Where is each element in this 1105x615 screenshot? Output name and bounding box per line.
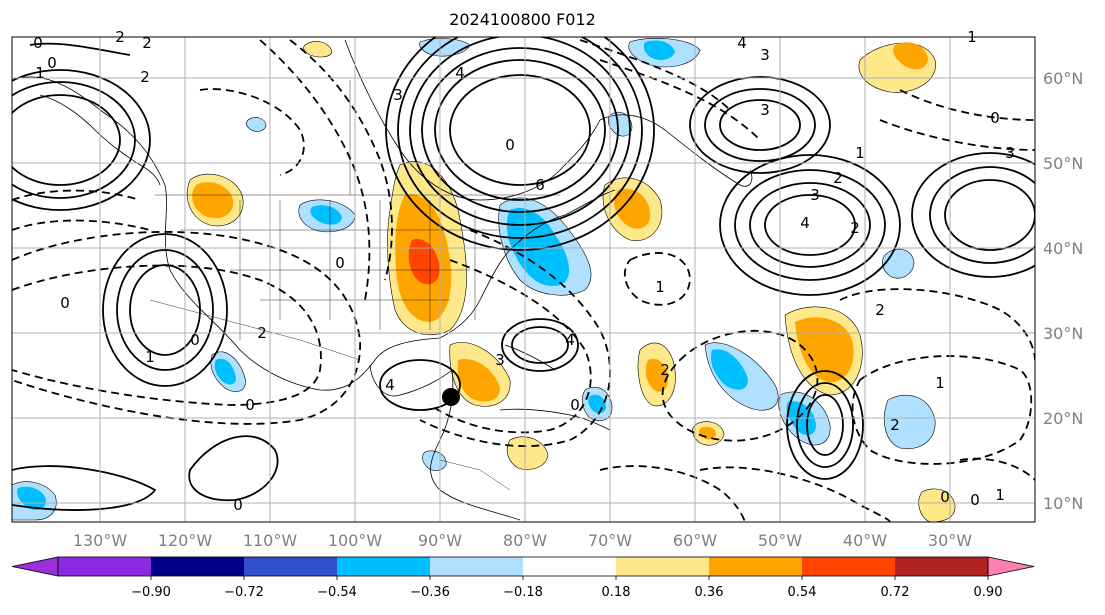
contour-value-label: 2: [833, 169, 843, 187]
colorbar-bin: [709, 557, 802, 576]
colorbar-bin: [523, 557, 616, 576]
contour-value-label: 3: [495, 351, 505, 369]
lon-tick-label: 110°W: [243, 531, 298, 550]
contour-value-label: 0: [60, 294, 70, 312]
contour-value-label: 0: [47, 54, 57, 72]
contour-value-label: 0: [940, 488, 950, 506]
colorbar-tick-label: 0.90: [974, 585, 1003, 600]
lon-tick-label: 90°W: [418, 531, 462, 550]
contour-value-label: 0: [990, 109, 1000, 127]
colorbar-tick-label: 0.72: [881, 585, 910, 600]
contour-value-label: 2: [850, 219, 860, 237]
contour-value-label: 3: [760, 46, 770, 64]
chart-title: 2024100800 F012: [449, 10, 596, 29]
colorbar-bin: [802, 557, 895, 576]
lon-tick-label: 100°W: [328, 531, 383, 550]
contour-value-label: 1: [655, 278, 665, 296]
contour-value-label: 0: [970, 491, 980, 509]
contour-value-label: 3: [1005, 144, 1015, 162]
contour-value-label: 4: [737, 34, 747, 52]
lat-tick-label: 10°N: [1043, 494, 1083, 513]
lon-tick-label: 120°W: [158, 531, 213, 550]
storm-center-dot: [442, 388, 460, 406]
map-grid: [12, 37, 1035, 522]
colorbar-bin: [895, 557, 988, 576]
lon-tick-label: 70°W: [588, 531, 632, 550]
lon-tick-label: 130°W: [73, 531, 128, 550]
contour-value-label: 0: [233, 496, 243, 514]
positive-contours: [12, 37, 1035, 511]
longitude-axis: 130°W 120°W 110°W 100°W 90°W 80°W 70°W 60°W 50°W…: [73, 531, 972, 550]
colorbar-tick-label: 0.36: [695, 585, 724, 600]
lon-tick-label: 30°W: [928, 531, 972, 550]
contour-value-label: 2: [257, 324, 267, 342]
lat-tick-label: 30°N: [1043, 324, 1083, 343]
colorbar: −0.90 −0.72 −0.54 −0.36 −0.18 0.18 0.36 0.54 0.7…: [11, 556, 1035, 600]
colorbar-bin: [151, 557, 244, 576]
contour-value-label: 2: [890, 416, 900, 434]
contour-value-label: 4: [385, 376, 395, 394]
colorbar-tick-label: −0.90: [131, 585, 171, 600]
colorbar-bin: [244, 557, 337, 576]
contour-value-label: 4: [800, 214, 810, 232]
contour-value-label: 0: [190, 331, 200, 349]
colorbar-tick-label: 0.54: [788, 585, 817, 600]
contour-value-label: 0: [505, 136, 515, 154]
lat-tick-label: 40°N: [1043, 239, 1083, 258]
contour-value-label: 0: [33, 34, 43, 52]
contour-value-label: 1: [855, 144, 865, 162]
contour-value-label: 1: [35, 64, 45, 82]
lon-tick-label: 40°W: [843, 531, 887, 550]
colorbar-bin: [616, 557, 709, 576]
contour-value-label: 1: [935, 374, 945, 392]
contour-value-label: 3: [393, 86, 403, 104]
contour-value-label: 3: [810, 186, 820, 204]
colorbar-tick-label: 0.18: [602, 585, 631, 600]
contour-value-label: 4: [565, 331, 575, 349]
lat-tick-label: 50°N: [1043, 154, 1083, 173]
lon-tick-label: 50°W: [758, 531, 802, 550]
contour-value-label: 2: [875, 301, 885, 319]
lon-tick-label: 80°W: [503, 531, 547, 550]
colorbar-bin: [337, 557, 430, 576]
colorbar-tick-label: −0.36: [410, 585, 450, 600]
colorbar-tick-label: −0.72: [224, 585, 264, 600]
anomaly-shading: [12, 37, 956, 522]
contour-value-label: 0: [570, 396, 580, 414]
contour-value-label: 3: [760, 101, 770, 119]
colorbar-under-arrow: [11, 556, 59, 577]
contour-value-label: 0: [335, 254, 345, 272]
colorbar-bin: [58, 557, 151, 576]
lon-tick-label: 60°W: [673, 531, 717, 550]
colorbar-tick-label: −0.54: [317, 585, 357, 600]
contour-value-label: 6: [535, 176, 545, 194]
map-frame: [11, 36, 1036, 523]
contour-value-label: 0: [245, 396, 255, 414]
colorbar-bin: [430, 557, 523, 576]
contour-value-label: 1: [995, 486, 1005, 504]
lat-tick-label: 20°N: [1043, 409, 1083, 428]
contour-value-label: 1: [145, 348, 155, 366]
contour-value-label: 2: [140, 68, 150, 86]
contour-value-label: 2: [660, 361, 670, 379]
contour-value-label: 4: [455, 64, 465, 82]
contour-value-label: 2: [142, 34, 152, 52]
latitude-axis: 60°N 50°N 40°N 30°N 20°N 10°N: [1043, 69, 1083, 513]
colorbar-over-arrow: [987, 556, 1035, 577]
lat-tick-label: 60°N: [1043, 69, 1083, 88]
colorbar-tick-label: −0.18: [503, 585, 543, 600]
